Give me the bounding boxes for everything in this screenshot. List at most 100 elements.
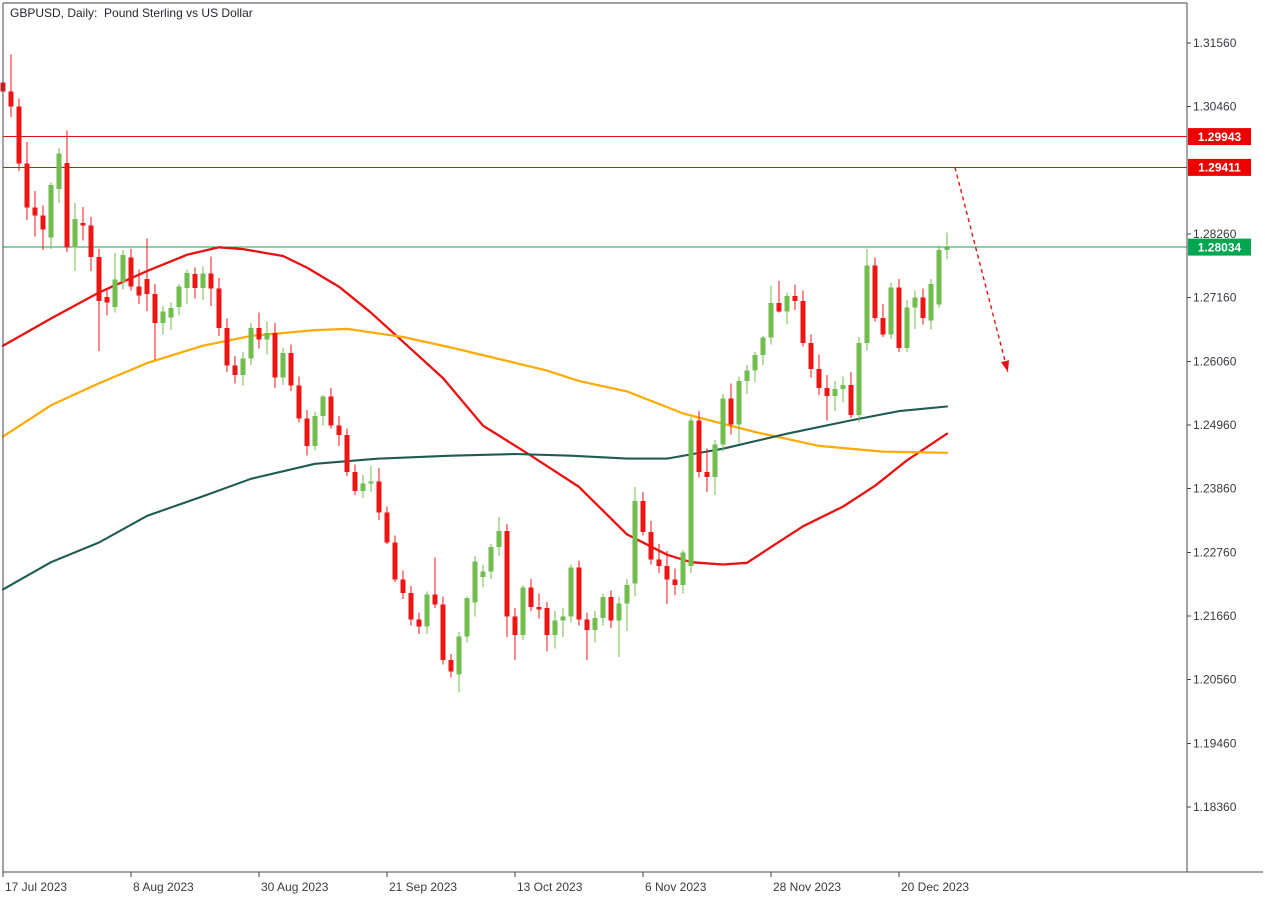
price-axis: 1.31560 1.30460 1.28260 1.27160 1.26060 1.249… — [1187, 36, 1237, 814]
price-marker-value: 1.29943 — [1198, 130, 1242, 144]
candle-body — [8, 91, 14, 107]
candle-body — [456, 636, 462, 675]
candle-body — [640, 500, 646, 533]
candle-body — [600, 596, 606, 618]
ma-slow-teal-line[interactable] — [1, 405, 949, 591]
candle-body — [104, 297, 110, 303]
candle-body — [48, 184, 54, 238]
candles-layer — [0, 54, 950, 693]
candle-body — [496, 530, 502, 548]
price-tick-label: 1.21660 — [1193, 609, 1237, 623]
price-marker-value: 1.28034 — [1198, 240, 1242, 254]
candle-body — [584, 619, 590, 630]
candle-body — [896, 287, 902, 349]
trend-arrow-line[interactable] — [954, 167, 1009, 372]
price-tick-label: 1.28260 — [1193, 227, 1237, 241]
candle-body — [40, 215, 46, 230]
time-tick-label: 8 Aug 2023 — [133, 880, 194, 894]
candle-body — [656, 559, 662, 567]
candle-body — [176, 286, 182, 307]
candle-body — [400, 579, 406, 593]
time-tick-label: 21 Sep 2023 — [389, 880, 457, 894]
candle-body — [864, 265, 870, 343]
candle-body — [336, 425, 342, 435]
candle-body — [408, 592, 414, 620]
ma-mid-orange-line[interactable] — [1, 327, 949, 454]
candle-body — [152, 294, 158, 324]
candle-body — [392, 542, 398, 580]
candle-body — [688, 420, 694, 567]
candle-body — [512, 616, 518, 636]
candle-body — [880, 317, 886, 335]
candle-body — [632, 500, 638, 584]
candle-body — [80, 223, 86, 226]
candle-body — [944, 247, 950, 251]
candle-body — [568, 567, 574, 617]
price-marker-badge-1.28034: 1.28034 — [1188, 238, 1251, 256]
candle-body — [720, 398, 726, 445]
candle-body — [32, 207, 38, 216]
candle-body — [736, 381, 742, 425]
candle-body — [328, 396, 334, 426]
price-marker-value: 1.29411 — [1198, 161, 1241, 175]
trend-arrow — [954, 167, 1010, 372]
candle-body — [536, 606, 542, 610]
chart-title: GBPUSD, Daily: Pound Sterling vs US Doll… — [10, 6, 253, 20]
candle-body — [144, 279, 150, 295]
trend-arrow-head — [1000, 360, 1010, 372]
candle-body — [256, 327, 262, 340]
candle-body — [712, 444, 718, 478]
candle-body — [368, 481, 374, 484]
candle-body — [192, 273, 198, 288]
candle-body — [376, 481, 382, 513]
candle-body — [288, 353, 294, 386]
candle-body — [544, 607, 550, 636]
time-tick-label: 20 Dec 2023 — [901, 880, 969, 894]
candle-body — [904, 307, 910, 349]
candle-body — [816, 368, 822, 388]
price-tick-label: 1.24960 — [1193, 418, 1237, 432]
candle-body — [552, 620, 558, 636]
candle-body — [312, 415, 318, 446]
candle-body — [776, 302, 782, 312]
candle-body — [648, 532, 654, 560]
candle-body — [824, 387, 830, 397]
time-axis: 17 Jul 2023 8 Aug 2023 30 Aug 2023 21 Sep 2… — [2, 872, 969, 894]
candle-body — [920, 297, 926, 318]
price-tick-label: 1.20560 — [1193, 673, 1237, 687]
candle-body — [528, 587, 534, 607]
candle-body — [464, 598, 470, 637]
candle-body — [608, 596, 614, 621]
candle-body — [488, 547, 494, 572]
price-marker-badge-1.29411: 1.29411 — [1188, 158, 1251, 176]
price-marker-badge-1.29943: 1.29943 — [1188, 128, 1251, 146]
candle-body — [56, 153, 62, 189]
candle-body — [856, 342, 862, 416]
candle-body — [352, 471, 358, 491]
candle-body — [64, 162, 70, 248]
candle-body — [88, 225, 94, 258]
price-tick-label: 1.18360 — [1193, 800, 1237, 814]
candle-body — [520, 587, 526, 636]
candle-body — [768, 302, 774, 338]
candle-body — [808, 342, 814, 369]
candle-body — [184, 272, 190, 288]
horizontal-level-lines — [3, 136, 1187, 248]
price-tick-label: 1.27160 — [1193, 291, 1237, 305]
candle-body — [848, 385, 854, 416]
time-tick-label: 30 Aug 2023 — [261, 880, 329, 894]
candle-body — [120, 254, 126, 283]
candle-body — [576, 567, 582, 620]
candle-body — [752, 354, 758, 371]
candle-body — [248, 327, 254, 359]
candle-body — [704, 471, 710, 478]
time-tick-label: 28 Nov 2023 — [773, 880, 841, 894]
time-tick-label: 13 Oct 2023 — [517, 880, 583, 894]
candle-body — [232, 365, 238, 376]
candle-body — [72, 218, 78, 248]
price-tick-label: 1.31560 — [1193, 36, 1237, 50]
ma-fast-red-line[interactable] — [1, 246, 949, 566]
candle-body — [384, 512, 390, 543]
